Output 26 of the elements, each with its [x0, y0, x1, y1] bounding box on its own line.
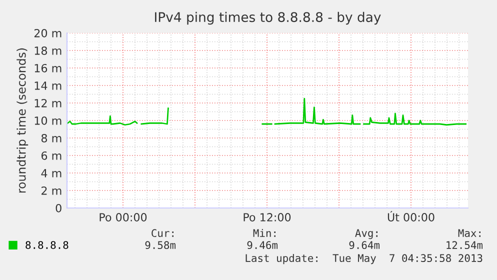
y-tick-label: 20 m	[34, 28, 62, 38]
text: 9.46m	[247, 241, 278, 250]
x-tick-label: Út 00:00	[388, 211, 434, 222]
y-tick-label: 6 m	[41, 151, 62, 160]
y-tick-label: 16 m	[34, 64, 62, 72]
text: Min:	[253, 228, 276, 237]
y-axis-title: roundtrip time (seconds)	[16, 48, 28, 193]
x-tick-label: Po 00:00	[100, 213, 147, 222]
text: Cur:	[152, 229, 174, 238]
legend-label: 8.8.8.8	[26, 241, 68, 250]
chart-title: IPv4 ping times to 8.8.8.8 - by day	[155, 12, 381, 25]
y-tick-label: 0	[56, 204, 62, 212]
y-tick-label: 2 m	[42, 186, 62, 195]
text: Avg:	[355, 229, 378, 240]
y-tick-label: 8 m	[41, 134, 62, 142]
text: 9.64m	[349, 241, 380, 250]
y-tick-label: 14 m	[34, 82, 62, 90]
text: 12.54m	[446, 241, 483, 250]
y-tick-label: 12 m	[34, 98, 62, 108]
text: Max:	[458, 229, 480, 238]
y-tick-label: 4 m	[41, 169, 62, 178]
text: 9.58m	[145, 241, 176, 250]
x-tick-label: Po 12:00	[244, 213, 291, 222]
text: Last update: Tue May 7 04:35:58 2013	[246, 254, 482, 264]
y-tick-label: 18 m	[34, 46, 62, 55]
y-tick-label: 10 m	[34, 116, 62, 125]
